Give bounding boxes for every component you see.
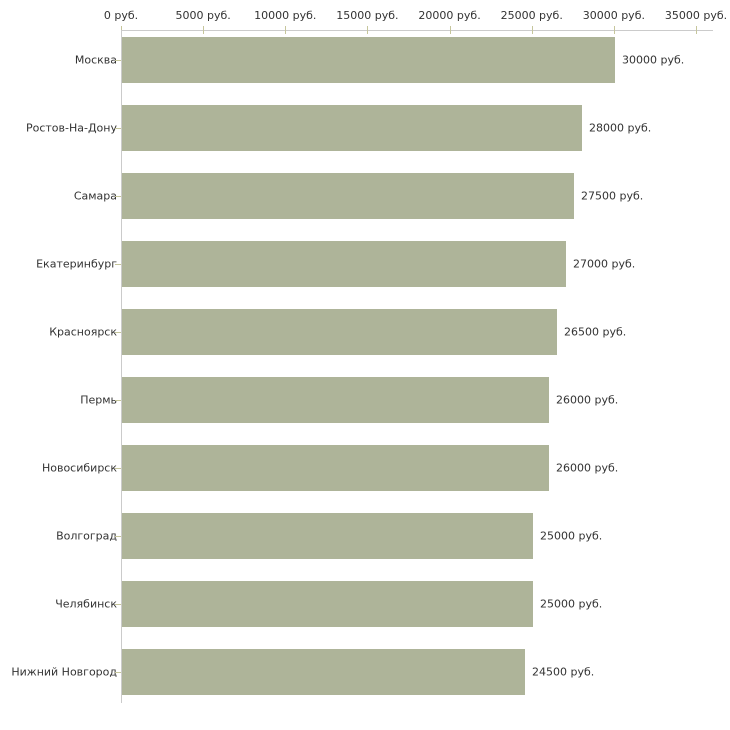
y-axis-tick — [115, 128, 121, 129]
bar-value-label: 26000 руб. — [556, 461, 619, 475]
bar — [122, 649, 525, 695]
bar — [122, 173, 574, 219]
x-axis-tick-label: 20000 руб. — [418, 9, 481, 22]
category-label: Нижний Новгород — [11, 665, 117, 679]
x-axis-tick — [449, 26, 451, 34]
x-axis-tick — [613, 26, 615, 34]
x-axis-tick — [531, 26, 533, 34]
bar-value-label: 27500 руб. — [581, 189, 644, 203]
x-axis-tick — [696, 26, 697, 34]
bar — [122, 241, 566, 287]
category-label: Челябинск — [55, 597, 117, 611]
x-axis-tick-label: 0 руб. — [103, 9, 139, 22]
bar-value-label: 27000 руб. — [573, 257, 636, 271]
bar — [122, 309, 557, 355]
bar-value-label: 25000 руб. — [540, 597, 603, 611]
y-axis-tick — [115, 264, 121, 265]
y-axis-tick — [115, 332, 121, 333]
y-axis-tick — [115, 60, 121, 61]
bar-value-label: 26000 руб. — [556, 393, 619, 407]
bar — [122, 445, 549, 491]
x-axis-tick-label: 30000 руб. — [582, 9, 645, 22]
bar-value-label: 26500 руб. — [564, 325, 627, 339]
x-axis-tick — [203, 26, 205, 34]
category-label: Москва — [74, 53, 117, 67]
y-axis-tick — [115, 400, 121, 401]
x-axis-tick-label: 25000 руб. — [500, 9, 563, 22]
x-axis-tick-label: 5000 руб. — [175, 9, 231, 22]
y-axis-tick — [115, 536, 121, 537]
bar — [122, 581, 533, 627]
bar — [122, 513, 533, 559]
x-axis-tick-label: 10000 руб. — [254, 9, 317, 22]
category-label: Новосибирск — [41, 461, 117, 475]
category-label: Екатеринбург — [36, 257, 117, 271]
category-label: Самара — [73, 189, 117, 203]
bar-value-label: 25000 руб. — [540, 529, 603, 543]
category-label: Волгоград — [56, 529, 117, 543]
y-axis-tick — [115, 672, 121, 673]
bar — [122, 105, 582, 151]
x-axis-tick — [367, 26, 369, 34]
x-axis-line — [121, 30, 713, 31]
y-axis-tick — [115, 468, 121, 469]
bar-value-label: 28000 руб. — [589, 121, 652, 135]
y-axis-tick — [115, 196, 121, 197]
bar-value-label: 30000 руб. — [622, 53, 685, 67]
y-axis-tick — [115, 604, 121, 605]
bar-value-label: 24500 руб. — [532, 665, 595, 679]
category-label: Красноярск — [49, 325, 117, 339]
category-label: Пермь — [80, 393, 117, 407]
bar — [122, 377, 549, 423]
bar — [122, 37, 615, 83]
x-axis-tick — [285, 26, 287, 34]
y-axis-line — [121, 30, 122, 703]
category-label: Ростов-На-Дону — [25, 121, 117, 135]
x-axis-tick-label: 15000 руб. — [336, 9, 399, 22]
x-axis-tick-label: 35000 руб. — [664, 9, 728, 22]
